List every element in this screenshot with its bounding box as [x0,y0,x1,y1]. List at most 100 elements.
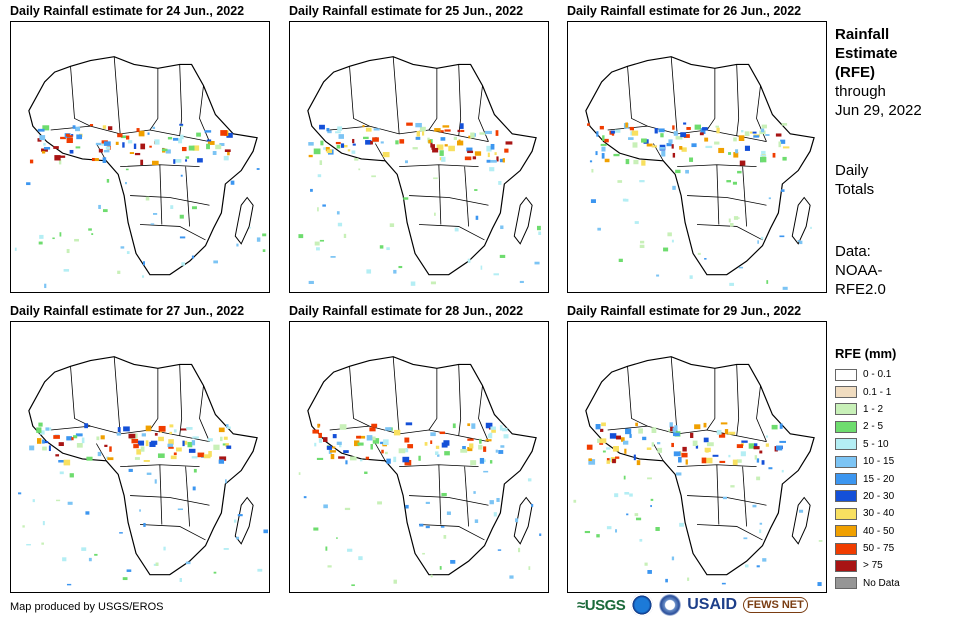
rainfall-cell [341,144,348,148]
rainfall-cell [672,432,680,437]
rainfall-cell [680,132,687,138]
rainfall-cell [338,456,345,459]
rainfall-cell [467,447,473,452]
country-border [374,143,386,162]
rainfall-cell [454,227,459,232]
rainfall-cell [744,145,750,151]
rainfall-cell [433,177,438,180]
rainfall-cell [72,125,76,129]
rainfall-cell [330,446,336,449]
rainfall-cell [440,130,444,133]
rainfall-cell [499,254,506,258]
rainfall-cell [59,471,64,475]
rainfall-cell [665,578,668,583]
rainfall-cell [622,198,627,202]
rainfall-cell [468,135,472,139]
rainfall-cell [237,514,243,517]
rainfall-cell [440,137,446,141]
rainfall-cell [617,180,623,183]
rainfall-cell [589,160,593,163]
rainfall-cell [484,130,492,135]
rainfall-cell [738,266,744,269]
rainfall-cell [606,526,612,530]
rainfall-cell [380,141,384,144]
legend-label: 10 - 15 [863,456,895,468]
rainfall-cell [733,137,737,142]
rainfall-cell [154,139,160,145]
rainfall-cell [781,189,785,192]
rainfall-cell [196,132,201,137]
rainfall-cell [470,460,477,466]
country-border [464,466,470,527]
rainfall-cell [623,475,626,480]
country-border [418,224,485,241]
rainfall-cell [179,236,186,239]
rainfall-cell [218,427,225,433]
rainfall-cell [601,422,606,427]
rainfall-cell [799,240,803,245]
rainfall-cell [318,438,323,443]
rainfall-cell [673,451,681,457]
rainfall-cell [143,522,146,527]
map-panel-24jun: Daily Rainfall estimate for 24 Jun., 202… [10,3,270,293]
rainfall-cell [185,561,191,565]
rainfall-cell [371,436,376,441]
country-border [329,425,489,442]
rainfall-cell [352,143,356,146]
legend-label: 50 - 75 [863,543,895,555]
rainfall-cell [167,443,174,448]
rainfall-cell [179,578,182,582]
rainfall-cell [502,427,508,432]
rainfall-cell [467,150,474,154]
rainfall-cell [256,168,260,170]
rainfall-cell [38,241,43,245]
rainfall-cell [45,427,50,431]
legend-swatch [835,438,857,451]
rainfall-cell [39,234,44,239]
rainfall-cell [658,128,665,133]
panel-title: Daily Rainfall estimate for 24 Jun., 202… [10,4,245,18]
rainfall-cell [358,556,363,561]
rainfall-cell [170,455,177,460]
rainfall-cell [143,459,150,462]
rainfall-cell [504,148,509,153]
country-border [349,366,370,427]
rainfall-cell [810,226,812,229]
rainfall-cell [145,196,150,201]
rainfall-cell [136,128,140,132]
rainfall-cell [704,447,711,453]
rainfall-cell [327,130,332,134]
rainfall-cell [66,583,72,586]
country-border [149,368,159,431]
rainfall-cell [354,440,360,447]
rainfall-cell [640,240,645,244]
rainfall-cell [671,556,675,561]
rainfall-cell [656,274,660,277]
rainfall-cell [681,147,687,152]
rainfall-cell [489,460,493,464]
rainfall-cell [69,149,74,154]
legend-item: 30 - 40 [835,505,900,522]
rainfall-cell [58,442,64,447]
data-line: Data: [835,243,871,260]
legend-label: 2 - 5 [863,421,884,433]
rainfall-cell [172,137,179,141]
rainfall-cell [672,185,676,190]
rainfall-cell [318,432,322,439]
rainfall-cell [782,286,788,290]
rainfall-cell [629,126,634,131]
rainfall-cell [480,265,483,270]
rainfall-cell [126,569,132,572]
rainfall-cell [191,255,195,259]
rainfall-cell [36,427,42,433]
rainfall-cell [312,429,319,434]
rainfall-cell [359,459,363,462]
rainfall-cell [163,546,166,551]
rainfall-cell [53,146,59,149]
rainfall-cell [226,426,231,429]
country-border [159,164,163,225]
rainfall-cell [395,140,399,145]
rainfall-cell [441,492,447,497]
rainfall-cell [694,124,701,130]
rainfall-cell [358,168,361,171]
